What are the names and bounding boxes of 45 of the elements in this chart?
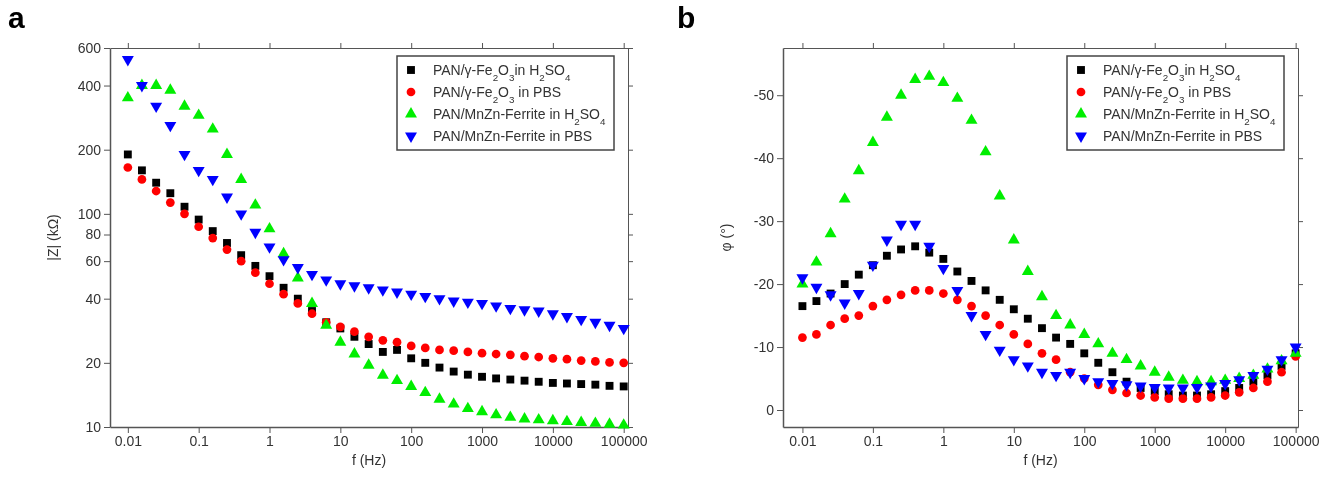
y-tick-label: -30 [753, 213, 775, 230]
x-axis-title: f (Hz) [1023, 452, 1058, 468]
x-tick-label: 10 [1006, 432, 1023, 449]
legend-label: PAN/γ-Fe$_{2}$O$_{3}$in H$_{2}$SO$_{4}$ [1102, 62, 1242, 83]
y-tick-label: 20 [85, 354, 102, 371]
x-tick-label: 100 [1073, 432, 1097, 449]
legend-label: PAN/γ-Fe$_{2}$O$_{3}$in H$_{2}$SO$_{4}$ [432, 62, 572, 83]
y-tick-label: -40 [753, 150, 775, 167]
x-tick-label: 1 [939, 432, 948, 449]
x-tick-label: 100 [400, 432, 424, 449]
legend-label: PAN/γ-Fe$_{2}$O$_{3}$ in PBS [1102, 84, 1232, 105]
y-tick-label: -10 [753, 339, 775, 356]
x-tick-label: 1000 [466, 432, 499, 449]
x-tick-label: 0.1 [863, 432, 884, 449]
legend-label: PAN/MnZn-Ferrite in PBS [1102, 128, 1263, 144]
y-tick-label: 200 [77, 141, 102, 158]
x-tick-label: 10000 [1206, 432, 1246, 449]
x-tick-label: 1 [266, 432, 275, 449]
y-tick-label: -20 [753, 276, 775, 293]
legend-label: PAN/MnZn-Ferrite in H$_{2}$SO$_{4}$ [432, 106, 606, 127]
x-tick-label: 100000 [1272, 432, 1320, 449]
y-tick-label: 0 [766, 401, 775, 418]
x-tick-label: 100000 [600, 432, 648, 449]
legend-label: PAN/γ-Fe$_{2}$O$_{3}$ in PBS [432, 84, 562, 105]
chart-title: b [677, 1, 696, 34]
y-tick-label: 40 [85, 290, 102, 307]
legend-label: PAN/MnZn-Ferrite in PBS [432, 128, 593, 144]
legend-label: PAN/MnZn-Ferrite in H$_{2}$SO$_{4}$ [1102, 106, 1276, 127]
y-tick-label: 600 [77, 39, 102, 56]
y-tick-label: 100 [77, 205, 102, 222]
chart-title: a [8, 1, 25, 34]
y-axis-title: |Z| (kΩ) [45, 214, 61, 261]
x-tick-label: 10000 [533, 432, 574, 449]
y-tick-label: 80 [85, 226, 102, 243]
x-tick-label: 0.1 [189, 432, 210, 449]
y-axis-title: φ (°) [718, 223, 734, 252]
x-axis-title: f (Hz) [351, 452, 387, 468]
x-tick-label: 1000 [1139, 432, 1172, 449]
x-tick-label: 10 [333, 432, 349, 449]
y-tick-label: 10 [85, 418, 102, 435]
y-tick-label: -50 [753, 87, 775, 104]
x-tick-label: 0.01 [114, 432, 143, 449]
x-tick-label: 0.01 [789, 432, 817, 449]
y-tick-label: 60 [85, 253, 102, 270]
y-tick-label: 400 [77, 77, 102, 94]
